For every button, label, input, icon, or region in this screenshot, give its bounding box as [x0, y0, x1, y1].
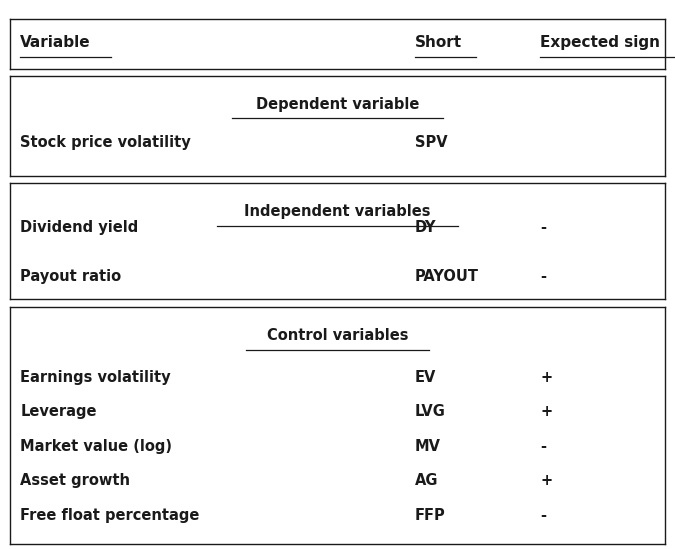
Text: Asset growth: Asset growth — [20, 473, 130, 488]
Text: SPV: SPV — [415, 135, 448, 150]
Text: Free float percentage: Free float percentage — [20, 508, 200, 523]
Text: AG: AG — [415, 473, 439, 488]
Text: Payout ratio: Payout ratio — [20, 268, 122, 284]
Text: Earnings volatility: Earnings volatility — [20, 370, 171, 385]
Text: Variable: Variable — [20, 35, 91, 51]
Text: FFP: FFP — [415, 508, 446, 523]
Text: -: - — [540, 508, 546, 523]
Text: Stock price volatility: Stock price volatility — [20, 135, 191, 150]
Text: Expected sign: Expected sign — [540, 35, 660, 51]
Text: Dividend yield: Dividend yield — [20, 220, 138, 236]
Text: PAYOUT: PAYOUT — [415, 268, 479, 284]
Text: -: - — [540, 268, 546, 284]
Text: DY: DY — [415, 220, 437, 236]
Text: Control variables: Control variables — [267, 328, 408, 343]
Text: -: - — [540, 220, 546, 236]
Text: -: - — [540, 439, 546, 454]
Text: Dependent variable: Dependent variable — [256, 97, 419, 112]
Text: Independent variables: Independent variables — [244, 204, 431, 220]
Text: +: + — [540, 405, 552, 419]
Text: EV: EV — [415, 370, 437, 385]
Text: LVG: LVG — [415, 405, 446, 419]
Text: Leverage: Leverage — [20, 405, 97, 419]
Text: Market value (log): Market value (log) — [20, 439, 172, 454]
Text: +: + — [540, 370, 552, 385]
Text: MV: MV — [415, 439, 441, 454]
Text: +: + — [540, 473, 552, 488]
Text: Short: Short — [415, 35, 462, 51]
